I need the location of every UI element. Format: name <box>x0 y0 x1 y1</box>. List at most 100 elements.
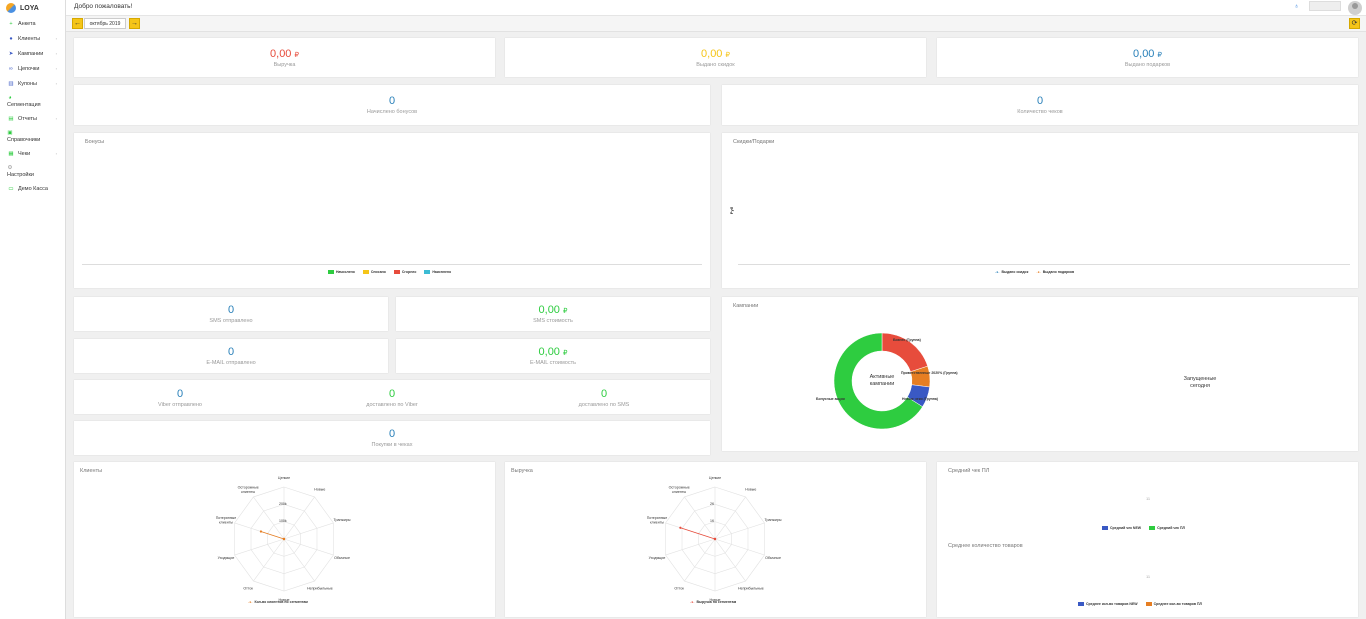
radar-tick-label: 1К <box>710 519 715 523</box>
donut-center-label-2: кампании <box>870 381 895 387</box>
sidebar-item-coupons[interactable]: ▥ Купоны › <box>0 76 65 91</box>
radar-axis-label: Новые <box>745 488 756 492</box>
next-month-button[interactable]: → <box>129 18 140 29</box>
radar-axis-label: Отток <box>674 586 684 590</box>
campaigns-chart-title: Кампании <box>733 303 759 309</box>
checks-count-card: 0 Количество чеков <box>722 85 1358 125</box>
legend-item[interactable]: -●- Выдано скидок <box>995 270 1029 274</box>
radar-spoke <box>714 496 746 540</box>
discounts-chart-title: Скидки/Подарки <box>733 139 775 145</box>
logo[interactable]: LOYA <box>0 0 65 16</box>
radar-point[interactable] <box>282 537 286 541</box>
radar-spoke <box>283 538 334 556</box>
radar-axis-label: Отток <box>243 586 253 590</box>
radar-axis-label: Новые <box>278 598 289 602</box>
sidebar-item-demo-cash[interactable]: ▭ Демо Касса <box>0 181 65 196</box>
discounts-chart-card: Скидки/Подарки Руб -●- Выдано скидок -●- В… <box>722 133 1358 288</box>
sidebar-item-label: Сегментация <box>7 101 41 108</box>
legend-item[interactable]: Средний чек NEW <box>1102 526 1141 530</box>
radar-axis-label: Транжиры <box>765 518 782 522</box>
welcome-text: Добро пожаловать! <box>74 3 133 10</box>
radar-axis-label: Уходящие <box>649 556 666 560</box>
legend-item[interactable]: Накоплено <box>424 270 451 274</box>
legend-item[interactable]: -●- Выручка по сегментам <box>690 600 737 604</box>
sidebar-item-campaigns[interactable]: ➤ Кампании › <box>0 46 65 61</box>
legend-item[interactable]: Списано <box>362 270 386 274</box>
sidebar-item-segmentation[interactable]: ◕ Сегментация <box>0 91 65 111</box>
avatar[interactable] <box>1348 1 1362 15</box>
chain-icon: ∞ <box>9 65 13 72</box>
discounts-card: 0,00 ₽ Выдано скидок <box>505 38 926 77</box>
legend-marker: -●- <box>248 600 253 604</box>
radar-axis-label: Обычные <box>765 556 781 560</box>
sidebar-item-anketa[interactable]: + Анкета <box>0 16 65 31</box>
sidebar-item-settings[interactable]: ⚙ Настройки <box>0 161 65 181</box>
radar-spoke <box>714 538 746 582</box>
pie-icon: ◕ <box>8 94 12 101</box>
legend-item[interactable]: -●- Кол-во клиентов по сегментам <box>248 600 308 604</box>
plus-icon: + <box>9 20 13 27</box>
sidebar-item-checks[interactable]: ▦ Чеки › <box>0 146 65 161</box>
avg-items-legend: Среднее кол-во товаров NEW Среднее кол-в… <box>1078 602 1202 606</box>
gifts-card: 0,00 ₽ Выдано подарков <box>937 38 1358 77</box>
legend-item[interactable]: Начислено <box>328 270 355 274</box>
legend-swatch <box>362 270 369 274</box>
checks-count-label: Количество чеков <box>1017 109 1063 115</box>
avg-items-title: Среднее количество товаров <box>948 543 1023 549</box>
radar-point[interactable] <box>679 526 682 529</box>
bonuses-chart-title: Бонусы <box>85 139 105 145</box>
lightbulb-icon[interactable]: ♁ <box>1294 3 1300 10</box>
period-toolbar: ← октябрь 2019 → ⟳ <box>66 16 1366 32</box>
radar-axis-label: Цепкие <box>709 476 721 480</box>
legend-item[interactable]: Средний чек ПЛ <box>1149 526 1185 530</box>
check-purchases-card: 0 Покупки в чеках <box>74 421 710 455</box>
gear-icon: ⚙ <box>7 164 13 171</box>
app-name: LOYA <box>20 4 39 12</box>
refresh-button[interactable]: ⟳ <box>1349 18 1360 29</box>
radar-axis-label: Потерянные <box>216 516 237 520</box>
legend-item[interactable]: -●- Выдано подарков <box>1036 270 1075 274</box>
checks-count-value: 0 <box>1036 95 1044 107</box>
gifts-value: 0,00 ₽ <box>1133 47 1162 60</box>
email-cost-card: 0,00 ₽ E-MAIL стоимость <box>396 339 710 373</box>
revenue-label: Выручка <box>273 61 296 68</box>
radar-tick-label: 2К <box>710 502 715 506</box>
launched-today-label-1: Запущенные <box>1184 376 1217 382</box>
radar-spoke <box>714 538 765 556</box>
clients-radar-chart: 200k 100k Цепкие Новые Транжиры Обычные Непр… <box>216 476 351 602</box>
sidebar-item-directories[interactable]: ▣ Справочники <box>0 126 65 146</box>
sidebar-item-clients[interactable]: ● Клиенты › <box>0 31 65 46</box>
discounts-value: 0,00 ₽ <box>701 47 730 60</box>
chevron-right-icon: › <box>55 116 57 121</box>
legend-item[interactable]: Сгорело <box>393 270 416 274</box>
clients-radar-card: Клиенты 200k 100k Цепкие Новые Транжиры Обы… <box>74 462 495 617</box>
radar-point[interactable] <box>713 537 717 541</box>
sms-delivered-label: доставлено по SMS <box>578 402 630 408</box>
legend-item[interactable]: Среднее кол-во товаров ПЛ <box>1145 602 1202 606</box>
radar-axis-label: клиенты <box>650 520 664 524</box>
sidebar-item-chains[interactable]: ∞ Цепочки › <box>0 61 65 76</box>
sidebar-item-reports[interactable]: ▤ Отчеты › <box>0 111 65 126</box>
legend-item[interactable]: Среднее кол-во товаров NEW <box>1078 602 1138 606</box>
laptop-icon: ▭ <box>8 185 14 192</box>
month-selector[interactable]: октябрь 2019 <box>84 18 126 29</box>
radar-spoke <box>283 496 315 540</box>
bonuses-accrued-card: 0 Начислено бонусов <box>74 85 710 125</box>
radar-spoke <box>283 522 334 540</box>
sms-delivered-block: 0 доставлено по SMS <box>498 380 710 416</box>
prev-month-button[interactable]: ← <box>72 18 83 29</box>
donut-slice[interactable] <box>833 332 923 430</box>
email-sent-card: 0 E-MAIL отправлено <box>74 339 388 373</box>
email-sent-value: 0 <box>227 346 235 358</box>
radar-point[interactable] <box>259 530 263 533</box>
header-user-box[interactable] <box>1309 1 1341 11</box>
radar-axis-label: Транжиры <box>334 518 351 522</box>
revenue-radar-legend: -●- Выручка по сегментам <box>690 600 736 604</box>
clients-radar-legend: -●- Кол-во клиентов по сегментам <box>248 600 308 604</box>
legend-swatch <box>328 270 334 274</box>
bonuses-chart-axis <box>82 264 702 265</box>
email-sent-label: E-MAIL отправлено <box>206 360 256 366</box>
rocket-icon: ➤ <box>8 50 14 57</box>
radar-spoke <box>253 496 285 540</box>
bonuses-accrued-label: Начислено бонусов <box>366 109 418 115</box>
